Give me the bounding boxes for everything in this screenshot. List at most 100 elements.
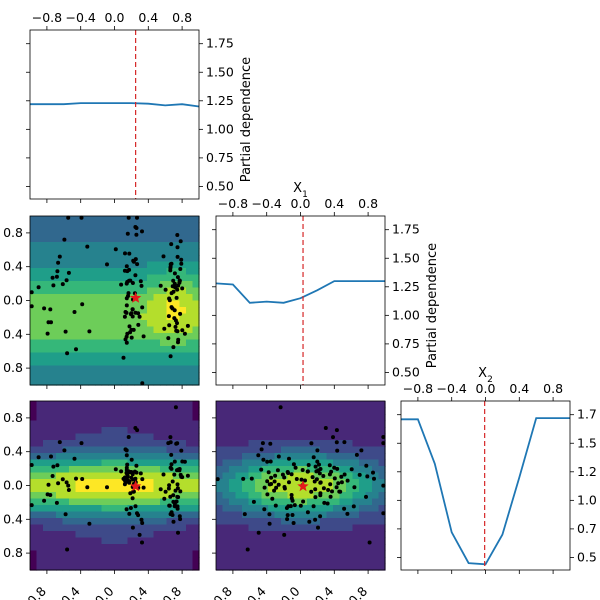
contour-band xyxy=(255,511,263,519)
contour-band xyxy=(320,518,328,526)
contour-band xyxy=(88,326,96,334)
contour-band xyxy=(307,537,315,545)
contour-band xyxy=(69,453,77,461)
contour-band xyxy=(147,524,155,532)
contour-band xyxy=(160,531,168,539)
diagonal-cell-1-ytick-label: 1.00 xyxy=(392,307,420,322)
contour-band xyxy=(134,544,142,552)
sample-point xyxy=(365,474,370,479)
contour-band xyxy=(153,307,161,315)
sample-point xyxy=(50,275,55,280)
contour-band xyxy=(75,287,83,295)
contour-band xyxy=(134,498,142,506)
contour-band xyxy=(140,294,148,302)
diagonal-cell-1-ytick-label: 1.50 xyxy=(392,250,420,265)
contour-band xyxy=(160,229,168,237)
contour-band xyxy=(121,255,129,263)
contour-band xyxy=(372,446,380,454)
contour-band xyxy=(56,446,64,454)
contour-band xyxy=(216,433,224,441)
contour-band xyxy=(114,313,122,321)
sample-point xyxy=(256,530,261,535)
sample-point xyxy=(163,489,168,494)
contour-band xyxy=(82,427,90,435)
contour-band xyxy=(294,459,302,467)
contour-band xyxy=(307,433,315,441)
contour-band xyxy=(134,300,142,308)
sample-point xyxy=(334,485,339,490)
sample-point xyxy=(29,304,34,309)
contour-band xyxy=(255,537,263,545)
contour-band xyxy=(166,235,174,243)
contour-band xyxy=(365,459,373,467)
sample-point xyxy=(335,466,340,471)
contour-band xyxy=(108,511,116,519)
contour-band xyxy=(101,524,109,532)
contour-band xyxy=(36,485,44,493)
diagonal-cell-1-xtick-label: 0.8 xyxy=(358,196,378,211)
contour-band xyxy=(88,333,96,341)
contour-band xyxy=(56,274,64,282)
contour-band xyxy=(140,498,148,506)
sample-point xyxy=(298,503,303,508)
sample-point xyxy=(140,381,145,386)
sample-point xyxy=(342,506,347,511)
contour-band xyxy=(147,261,155,269)
contour-band xyxy=(192,505,200,513)
contour-band xyxy=(36,420,44,428)
contour-band xyxy=(114,427,122,435)
contour-band xyxy=(95,407,103,415)
sample-point xyxy=(79,215,84,220)
contour-band xyxy=(179,563,187,571)
sample-point xyxy=(381,441,386,446)
contour-band xyxy=(352,524,360,532)
contour-band xyxy=(114,274,122,282)
contour-band xyxy=(108,518,116,526)
diagonal-cell-0-xtick-label: −0.4 xyxy=(66,10,96,25)
contour-band xyxy=(36,414,44,422)
contour-band xyxy=(255,479,263,487)
contour-band xyxy=(140,407,148,415)
contour-band xyxy=(36,261,44,269)
sample-point xyxy=(140,540,144,545)
contour-band xyxy=(121,557,129,565)
contour-band xyxy=(186,563,194,571)
sample-point xyxy=(175,287,180,292)
contour-band xyxy=(378,485,386,493)
contour-band xyxy=(242,414,250,422)
contour-band xyxy=(30,222,38,230)
contour-band xyxy=(186,550,194,558)
contour-band xyxy=(95,300,103,308)
contour-band xyxy=(88,268,96,276)
contour-band xyxy=(173,557,181,565)
contour-band xyxy=(186,307,194,315)
contour-band xyxy=(43,281,51,289)
contour-band xyxy=(268,518,276,526)
contour-band xyxy=(56,453,64,461)
contour-band xyxy=(255,420,263,428)
contour-band xyxy=(95,372,103,380)
contour-band xyxy=(127,242,135,250)
contour-band xyxy=(166,255,174,263)
contour-band xyxy=(346,518,354,526)
contour-band xyxy=(320,466,328,474)
contour-band xyxy=(313,433,321,441)
contour-band xyxy=(127,300,135,308)
contour-band xyxy=(69,511,77,519)
contour-band xyxy=(121,466,129,474)
contour-band xyxy=(134,248,142,256)
diagonal-cell-2-xtick-label: −0.8 xyxy=(403,381,433,396)
sample-point xyxy=(262,507,267,512)
contour-band xyxy=(313,440,321,448)
sample-point xyxy=(290,498,295,503)
contour-band xyxy=(186,407,194,415)
contour-band xyxy=(222,453,230,461)
contour-band xyxy=(114,407,122,415)
contour-band xyxy=(186,346,194,354)
contour-band xyxy=(229,479,237,487)
contour-band xyxy=(30,459,38,467)
best-point-marker xyxy=(129,292,142,303)
contour-band xyxy=(36,216,44,224)
contour-band xyxy=(173,563,181,571)
contour-band xyxy=(88,352,96,360)
